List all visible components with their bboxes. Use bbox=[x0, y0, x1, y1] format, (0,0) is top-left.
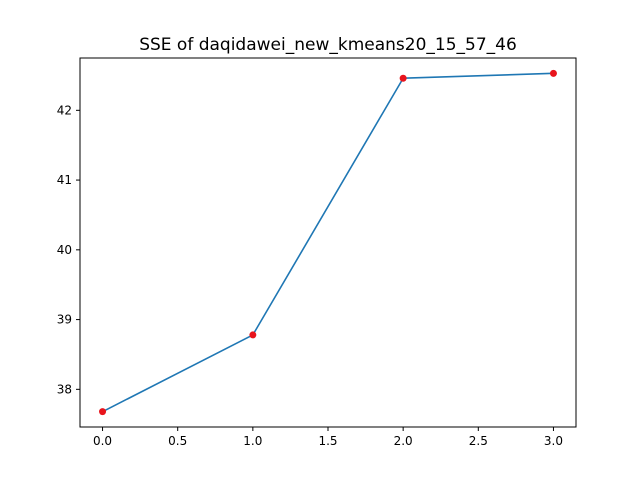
y-tick-label: 42 bbox=[57, 103, 72, 117]
x-tick-label: 1.0 bbox=[243, 434, 262, 448]
x-tick-label: 0.5 bbox=[168, 434, 187, 448]
series-line bbox=[102, 72, 554, 413]
data-point bbox=[99, 408, 107, 416]
x-tick-label: 2.0 bbox=[394, 434, 413, 448]
x-tick-label: 3.0 bbox=[544, 434, 563, 448]
axis-ticks: 0.0 0.5 1.0 1.5 2.0 2.5 3.0 38 39 40 41 42 bbox=[57, 103, 563, 448]
plot-frame bbox=[79, 57, 577, 428]
y-tick-label: 41 bbox=[57, 173, 72, 187]
x-tick-label: 0.0 bbox=[93, 434, 112, 448]
chart-title: SSE of daqidawei_new_kmeans20_15_57_46 bbox=[139, 35, 517, 55]
x-tick-label: 1.5 bbox=[318, 434, 337, 448]
y-tick-label: 39 bbox=[57, 313, 72, 327]
data-point bbox=[399, 74, 407, 82]
x-tick-label: 2.5 bbox=[469, 434, 488, 448]
y-tick-label: 38 bbox=[57, 382, 72, 396]
plot-area bbox=[80, 58, 576, 427]
y-tick-label: 40 bbox=[57, 243, 72, 257]
series-group bbox=[99, 69, 557, 416]
data-point bbox=[249, 331, 257, 339]
data-point bbox=[549, 69, 557, 77]
